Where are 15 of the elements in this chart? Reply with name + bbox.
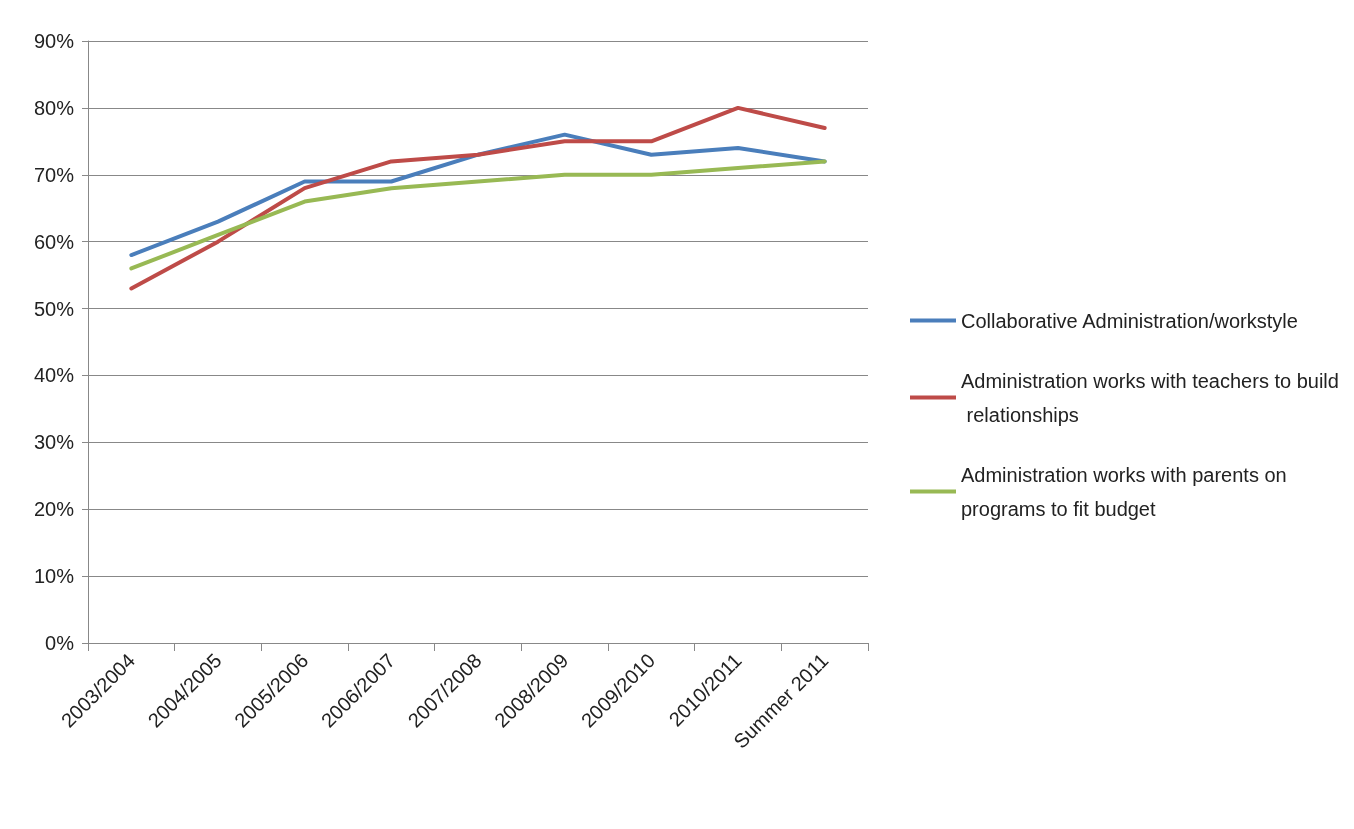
y-tick-label: 80%: [33, 96, 75, 119]
y-tick-label: 40%: [33, 364, 75, 387]
line-series: [129, 159, 827, 271]
y-tick-label: 60%: [33, 230, 75, 253]
legend-label: Administration works with parents on programs to fit budget: [961, 463, 1293, 520]
y-tick-label: 90%: [33, 30, 75, 52]
y-tick-label: 20%: [33, 498, 75, 521]
line-series: [129, 105, 827, 291]
y-tick-label: 10%: [33, 565, 75, 588]
legend-label: Administration works with teachers to build relationships: [961, 369, 1339, 426]
y-tick-label: 50%: [33, 297, 75, 320]
y-tick-label: 0%: [45, 632, 75, 654]
y-tick-label: 70%: [33, 163, 75, 186]
legend-label: Collaborative Administration/workstyle: [961, 309, 1298, 332]
y-tick-label: 30%: [33, 431, 75, 454]
